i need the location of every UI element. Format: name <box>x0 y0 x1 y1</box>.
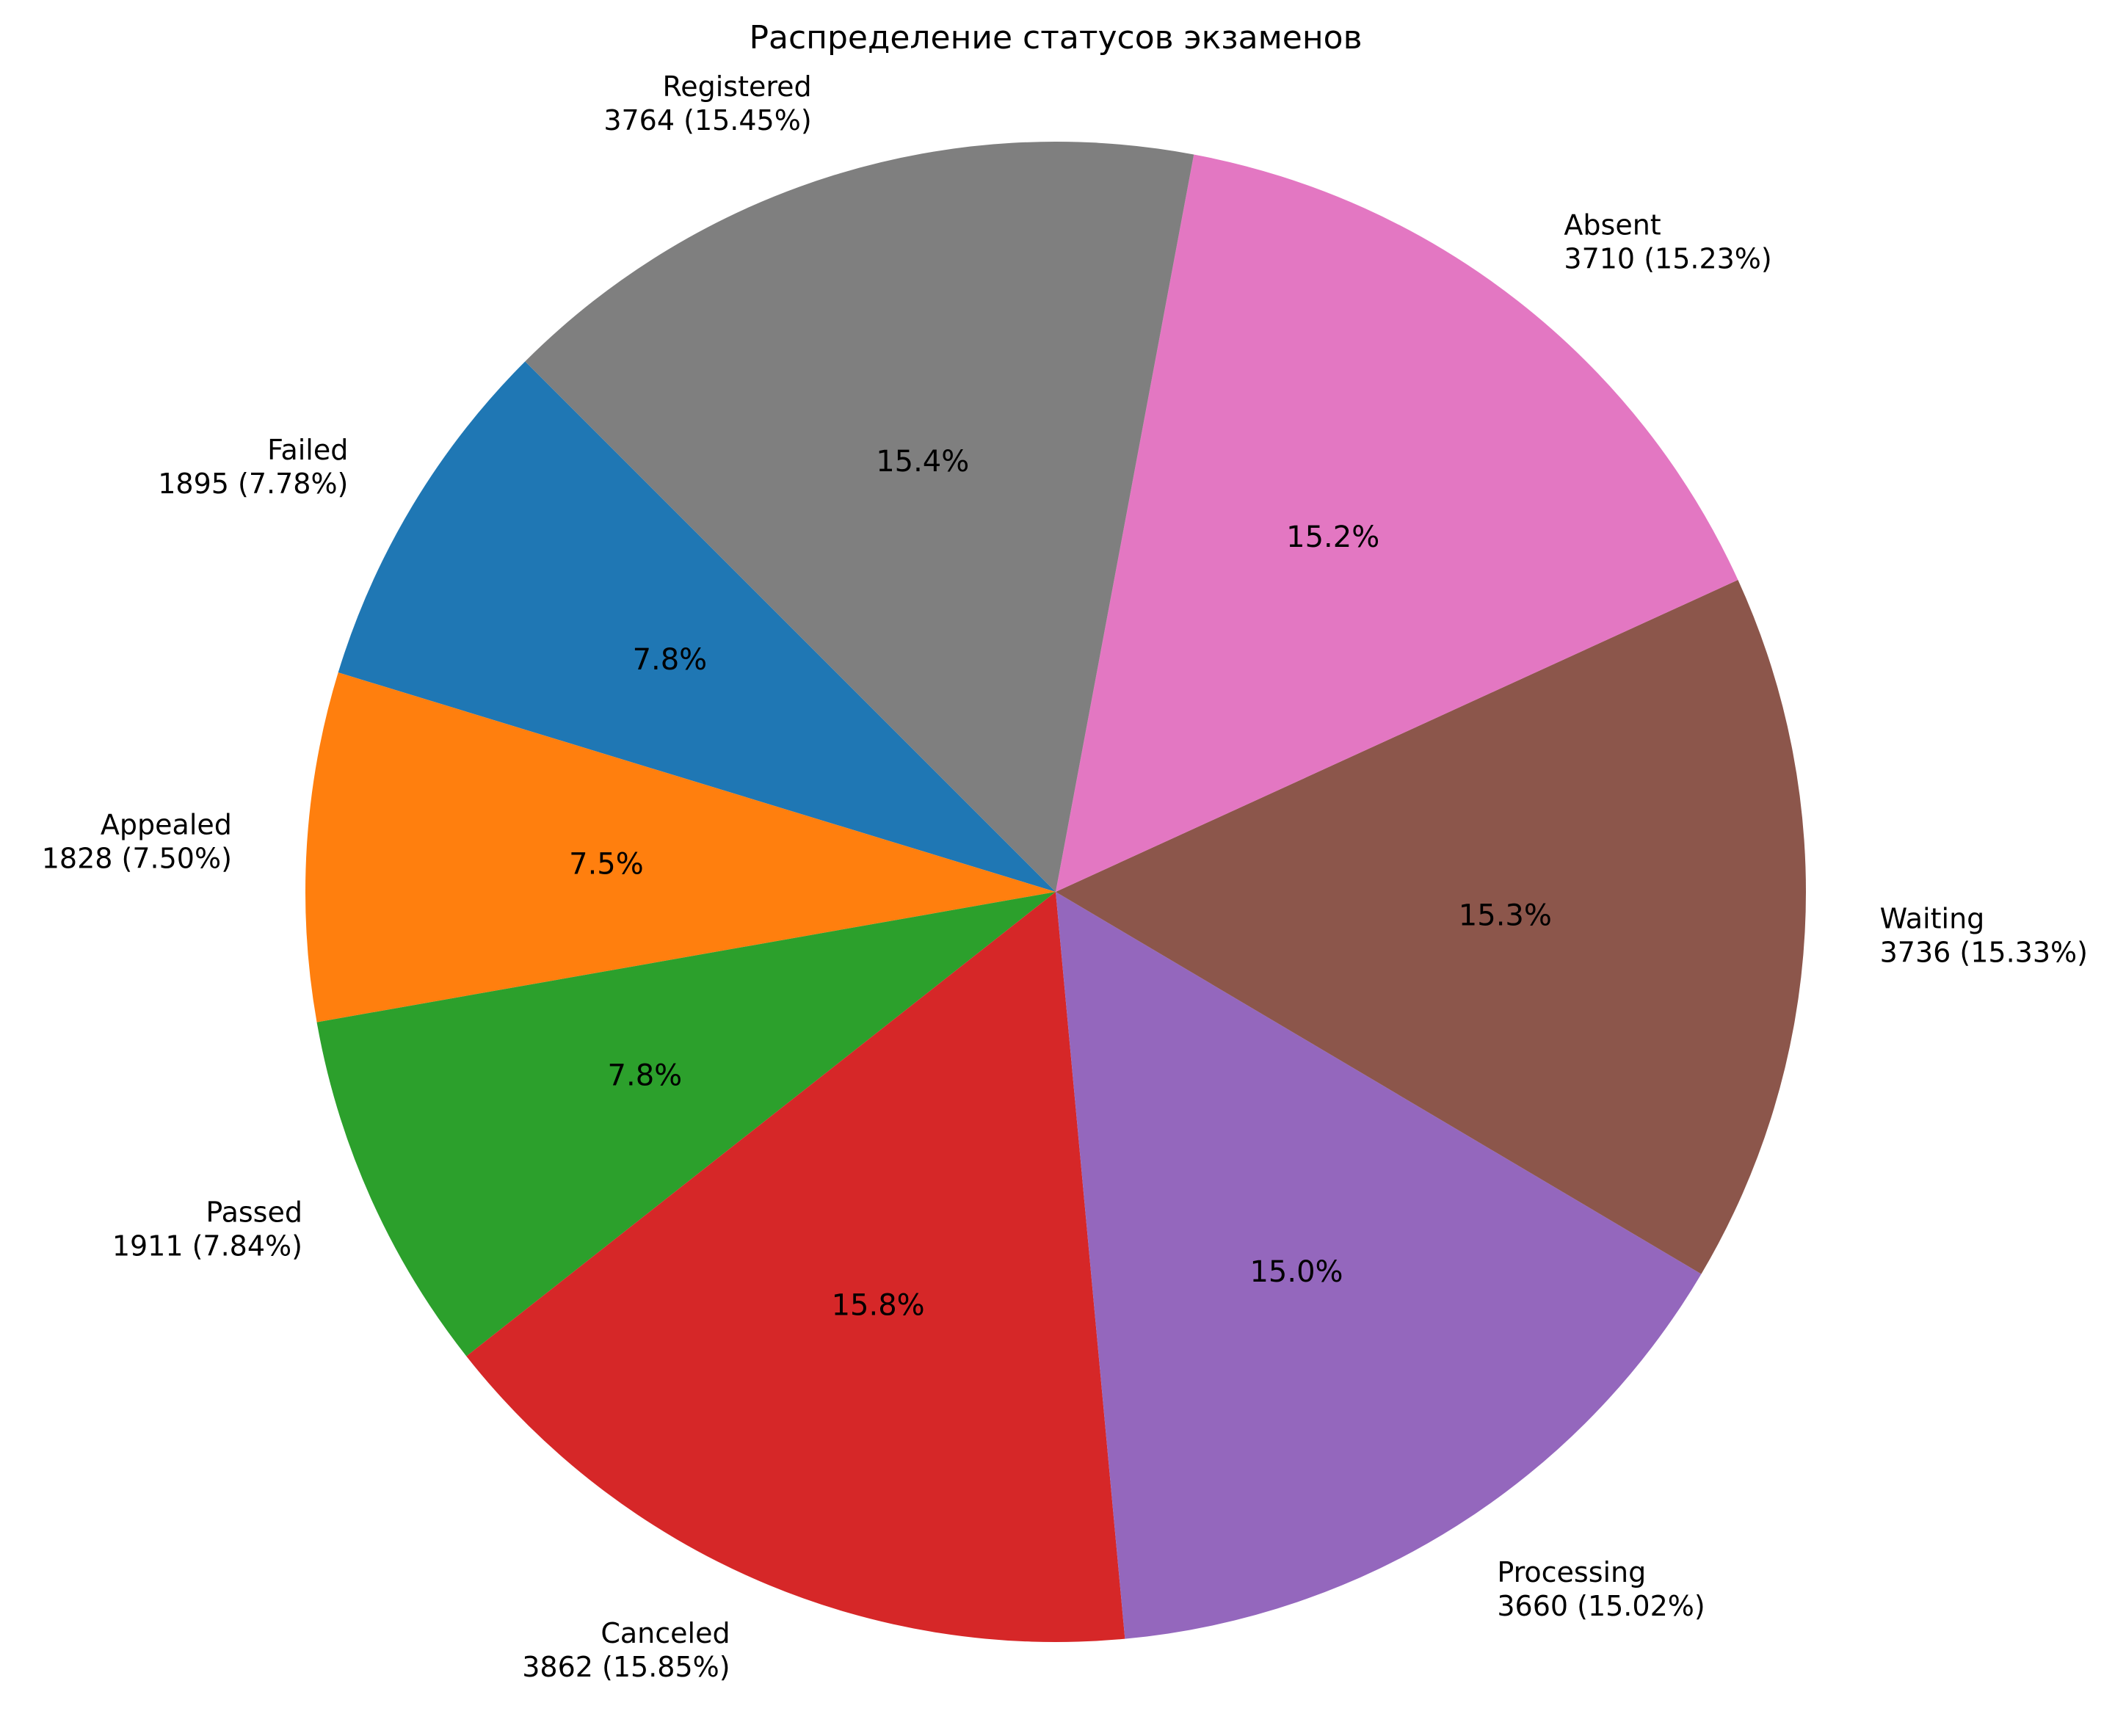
pie-percent-labels: 7.8% 7.5% 7.8% 15.8% 15.0% 15.3% 15.2% 15.4% <box>569 445 1552 1322</box>
pie-value-label-canceled: 3862 (15.85%) <box>522 1651 730 1683</box>
pie-category-label-appealed: Appealed <box>101 808 232 840</box>
pie-value-label-waiting: 3736 (15.33%) <box>1880 936 2088 968</box>
pie-category-label-registered: Registered <box>663 70 812 103</box>
pie-category-label-canceled: Canceled <box>601 1617 730 1649</box>
pie-slice-failed <box>338 361 1056 892</box>
pie-percent-label-absent: 15.2% <box>1286 520 1379 554</box>
pie-category-label-failed: Failed <box>267 434 348 466</box>
pie-value-label-processing: 3660 (15.02%) <box>1497 1590 1705 1622</box>
pie-value-label-absent: 3710 (15.23%) <box>1564 242 1771 275</box>
pie-percent-label-failed: 7.8% <box>633 643 708 677</box>
pie-value-label-passed: 1911 (7.84%) <box>112 1230 302 1262</box>
pie-slice-waiting <box>1056 579 1806 1274</box>
pie-percent-label-appealed: 7.5% <box>569 848 644 882</box>
chart-title: Распределение статусов экзаменов <box>749 19 1362 57</box>
pie-slice-appealed <box>305 672 1056 1023</box>
pie-category-label-processing: Processing <box>1497 1556 1646 1588</box>
pie-category-label-passed: Passed <box>206 1196 302 1228</box>
pie-category-label-waiting: Waiting <box>1880 902 1985 934</box>
pie-percent-label-passed: 7.8% <box>608 1059 683 1093</box>
pie-slice-passed <box>316 892 1056 1357</box>
pie-slice-processing <box>1056 892 1702 1639</box>
pie-percent-label-processing: 15.0% <box>1249 1255 1343 1289</box>
pie-category-label-absent: Absent <box>1564 208 1661 241</box>
pie-slice-registered <box>525 142 1194 892</box>
pie-percent-label-registered: 15.4% <box>876 445 969 479</box>
pie-slice-canceled <box>466 892 1125 1642</box>
pie-value-label-failed: 1895 (7.78%) <box>158 468 348 500</box>
pie-value-label-appealed: 1828 (7.50%) <box>42 842 232 874</box>
pie-percent-label-waiting: 15.3% <box>1459 898 1552 932</box>
pie-slices <box>305 142 1806 1642</box>
pie-percent-label-canceled: 15.8% <box>832 1288 925 1322</box>
pie-value-label-registered: 3764 (15.45%) <box>603 104 811 137</box>
pie-slice-absent <box>1056 154 1738 893</box>
